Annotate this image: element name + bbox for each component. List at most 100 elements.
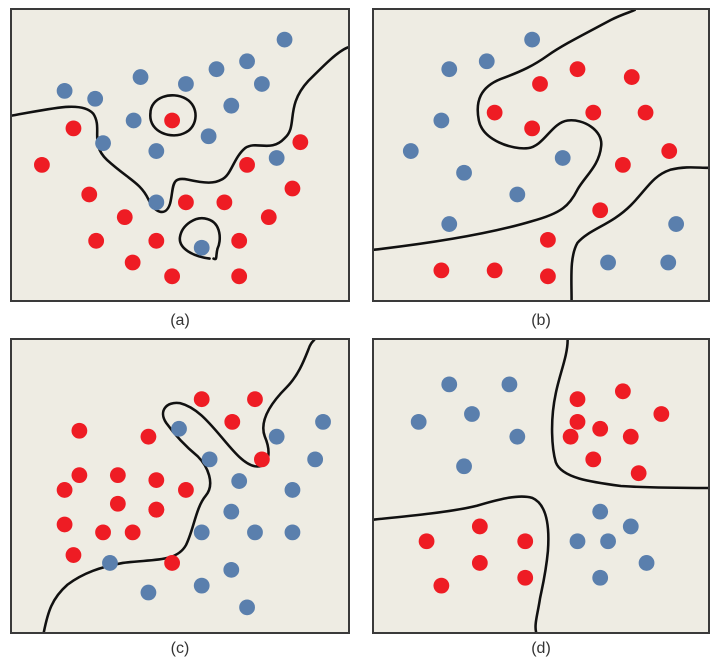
blue-point xyxy=(315,413,331,430)
blue-point xyxy=(208,61,225,78)
red-point xyxy=(247,391,263,408)
blue-point xyxy=(87,90,104,107)
blue-point xyxy=(668,216,685,232)
red-point xyxy=(585,451,602,468)
red-point xyxy=(164,555,180,571)
red-point xyxy=(231,268,248,285)
blue-point xyxy=(193,524,210,541)
red-point xyxy=(630,465,647,482)
red-point xyxy=(81,186,98,203)
blue-point xyxy=(456,164,472,181)
red-point xyxy=(292,134,309,151)
red-point xyxy=(164,268,180,285)
caption-b: (b) xyxy=(531,312,551,329)
red-point xyxy=(517,569,534,586)
decision-boundary xyxy=(42,340,316,632)
decision-boundary xyxy=(374,10,636,251)
red-point xyxy=(88,232,105,249)
blue-point xyxy=(102,555,118,571)
red-point xyxy=(116,209,133,226)
decision-boundary-island-2 xyxy=(178,216,222,261)
red-point xyxy=(637,104,654,121)
blue-point xyxy=(638,555,655,571)
red-point xyxy=(260,209,277,226)
blue-point xyxy=(201,451,218,468)
red-point xyxy=(253,451,270,468)
red-point xyxy=(148,472,165,488)
plot-b xyxy=(374,10,708,300)
red-point xyxy=(569,391,586,408)
red-point xyxy=(532,76,548,92)
red-point xyxy=(148,501,165,518)
blue-point xyxy=(307,451,324,468)
red-point xyxy=(592,420,609,437)
blue-point xyxy=(592,503,609,520)
red-point xyxy=(471,555,488,571)
red-point xyxy=(562,428,579,445)
red-point xyxy=(433,262,450,279)
blue-point xyxy=(660,254,677,271)
plot-d xyxy=(374,340,708,632)
blue-point xyxy=(132,69,149,85)
red-point xyxy=(56,482,73,498)
red-point xyxy=(569,413,586,430)
blue-point xyxy=(247,524,263,541)
plot-c xyxy=(42,340,331,632)
blue-point xyxy=(193,239,210,256)
red-point xyxy=(623,69,640,85)
red-point xyxy=(569,61,586,78)
blue-point xyxy=(223,503,240,520)
blue-point xyxy=(171,420,187,437)
blue-point xyxy=(524,31,541,48)
red-point xyxy=(34,156,50,173)
blue-point xyxy=(253,76,270,92)
red-point xyxy=(178,482,194,498)
caption-a: (a) xyxy=(170,312,190,329)
red-point xyxy=(486,262,503,279)
blue-point xyxy=(554,150,571,166)
blue-point xyxy=(223,97,240,114)
decision-boundary xyxy=(12,46,348,214)
red-point xyxy=(109,467,126,484)
red-point xyxy=(622,428,639,445)
blue-point xyxy=(193,577,210,594)
red-point xyxy=(193,391,210,408)
blue-point xyxy=(95,135,111,152)
red-point xyxy=(284,180,301,197)
blue-point xyxy=(284,482,301,498)
red-point xyxy=(216,194,233,211)
blue-point xyxy=(464,406,480,422)
blue-point xyxy=(478,53,495,70)
red-point xyxy=(239,156,255,173)
panel-b xyxy=(372,8,710,302)
red-point xyxy=(56,516,73,533)
red-point xyxy=(109,495,126,512)
blue-point xyxy=(592,569,609,586)
red-point xyxy=(540,231,556,248)
blue-point xyxy=(410,413,427,430)
blue-point xyxy=(456,458,472,475)
red-point xyxy=(65,120,82,137)
decision-boundary-2 xyxy=(570,166,708,300)
blue-point xyxy=(56,82,73,99)
red-point xyxy=(418,533,435,550)
panel-d xyxy=(372,338,710,634)
blue-point xyxy=(509,186,526,203)
decision-boundary xyxy=(550,340,708,490)
red-point xyxy=(592,202,609,219)
blue-point xyxy=(600,254,616,271)
blue-point xyxy=(125,112,142,129)
blue-point xyxy=(441,61,458,78)
red-point xyxy=(540,268,556,285)
blue-point xyxy=(433,112,450,129)
red-point xyxy=(71,467,88,484)
blue-point xyxy=(441,376,458,393)
red-point xyxy=(65,547,82,563)
red-point xyxy=(614,383,631,400)
blue-point xyxy=(569,533,586,550)
blue-point xyxy=(600,533,616,550)
red-point xyxy=(124,254,141,271)
blue-point xyxy=(148,143,165,159)
red-point xyxy=(486,104,503,121)
red-point xyxy=(95,524,111,541)
